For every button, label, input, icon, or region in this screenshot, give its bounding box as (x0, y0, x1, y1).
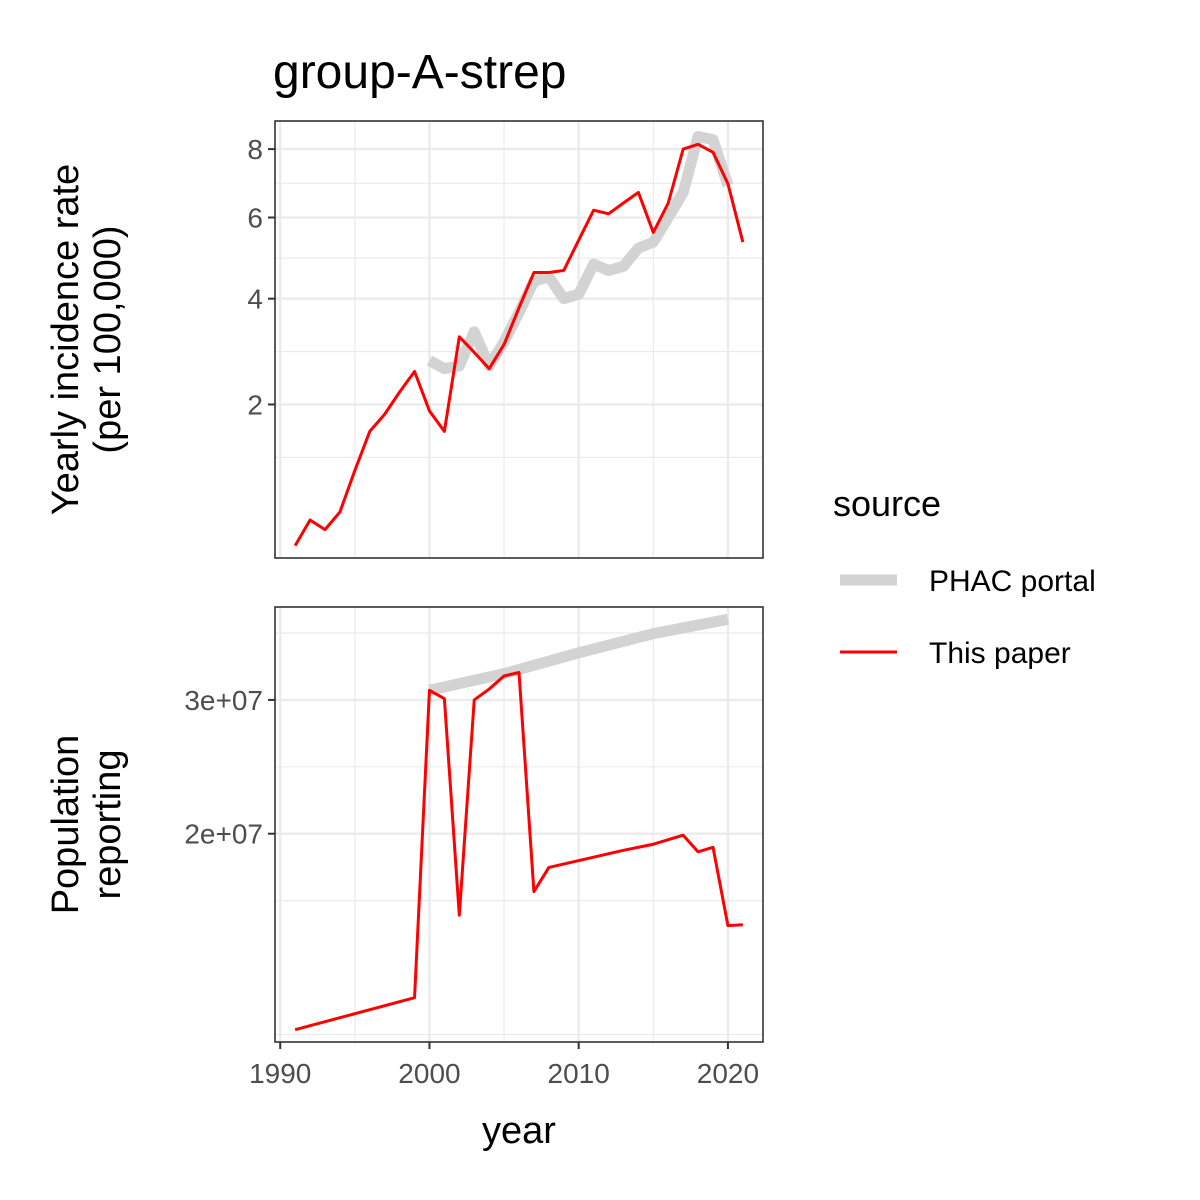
y-axis-title-line: Yearly incidence rate (45, 164, 87, 515)
legend-label: PHAC portal (929, 565, 1096, 598)
x-axis-title: year (482, 1110, 556, 1152)
series-line-phac-portal (428, 613, 729, 696)
panel-border (274, 606, 764, 1043)
x-tick-label: 2000 (398, 1058, 460, 1089)
x-tick-label: 1990 (249, 1058, 311, 1089)
y-tick-label: 4 (247, 284, 263, 315)
y-axis-title-line: (per 100,000) (87, 225, 129, 453)
y-tick-label: 3e+07 (184, 685, 263, 716)
panel-series (293, 130, 745, 547)
series-line-phac-portal (426, 130, 734, 375)
y-tick-label: 8 (247, 134, 263, 165)
plot-layer: 2 4 6 8 Yearly incidence rate (per 100,000) 2e… (45, 120, 764, 1089)
legend-entries: PHAC portal This paper (840, 565, 1096, 670)
chart-title: group-A-strep (273, 46, 566, 99)
x-tick-label: 2020 (697, 1058, 759, 1089)
legend-label: This paper (929, 637, 1071, 670)
panel-border (274, 120, 764, 559)
legend: source PHAC portal This paper (833, 483, 1096, 670)
legend-title: source (833, 483, 941, 524)
y-tick-label: 2e+07 (184, 819, 263, 850)
series-line-this-paper (294, 670, 743, 1032)
y-tick-label: 6 (247, 203, 263, 234)
panel-series (294, 613, 743, 1032)
panel-grid (275, 121, 763, 558)
y-axis-title-line: reporting (87, 750, 129, 900)
x-tick-label: 2010 (548, 1058, 610, 1089)
panel-1: 2 4 6 8 Yearly incidence rate (per 100,000) (45, 120, 764, 559)
y-axis-title-line: Population (45, 735, 87, 915)
y-tick-label: 2 (247, 389, 263, 420)
panel-2: 2e+07 3e+07 Population reporting 1990 2000 201… (45, 606, 764, 1089)
series-line-this-paper (293, 142, 745, 547)
panel-grid (275, 607, 763, 1042)
